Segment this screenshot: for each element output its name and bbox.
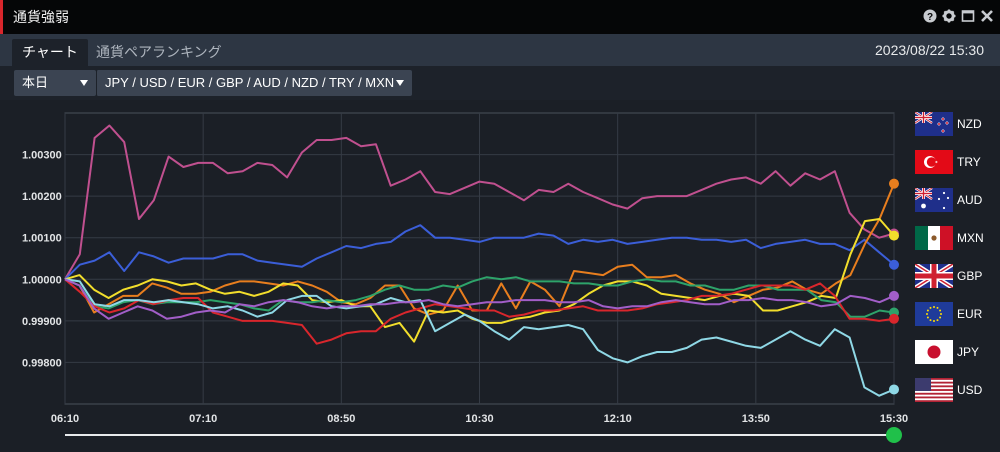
eu-flag-icon — [915, 302, 953, 326]
x-tick-label: 08:50 — [327, 413, 355, 425]
currency-select[interactable]: JPY / USD / EUR / GBP / AUD / NZD / TRY … — [96, 70, 412, 96]
currency-select-value: JPY / USD / EUR / GBP / AUD / NZD / TRY … — [105, 75, 395, 90]
chevron-down-icon — [80, 80, 88, 86]
chevron-down-icon — [396, 80, 404, 86]
legend-item-mxn: MXN — [915, 226, 984, 250]
window-title: 通貨強弱 — [13, 9, 69, 25]
legend-label-eur: EUR — [957, 307, 983, 321]
gb-flag-icon — [915, 264, 953, 288]
x-tick-label: 10:30 — [465, 413, 493, 425]
legend-label-usd: USD — [957, 383, 983, 397]
x-tick-label: 06:10 — [51, 413, 79, 425]
currency-strength-chart: 1.00300 1.00200 1.00100 1.00000 0.99900 0.998… — [22, 112, 908, 443]
legend-label-jpy: JPY — [957, 345, 980, 359]
legend-label-nzd: NZD — [957, 117, 982, 131]
gear-icon[interactable] — [942, 9, 956, 23]
legend-item-jpy: JPY — [915, 340, 979, 364]
series-line-gbp — [64, 276, 895, 318]
series-line-eur — [64, 278, 895, 345]
y-tick-label: 1.00100 — [22, 233, 62, 245]
legend-item-try: TRY — [915, 150, 981, 174]
series-end-marker-jpy — [889, 384, 899, 395]
series-line-try — [64, 124, 895, 280]
legend-label-gbp: GBP — [957, 269, 983, 283]
tab-chart[interactable]: チャート — [12, 39, 88, 66]
x-tick-label: 07:10 — [189, 413, 217, 425]
legend-label-aud: AUD — [957, 193, 983, 207]
series-line-nzd — [64, 224, 895, 281]
series-end-marker-aud — [889, 178, 899, 189]
svg-text:?: ? — [927, 12, 933, 23]
nz-flag-icon — [915, 112, 953, 136]
legend-item-gbp: GBP — [915, 264, 982, 288]
window-controls: ? — [923, 9, 994, 23]
series-end-marker-usd — [889, 290, 899, 301]
y-tick-label: 1.00000 — [22, 274, 62, 286]
close-icon[interactable] — [980, 9, 994, 23]
x-tick-label: 15:30 — [880, 413, 908, 425]
y-tick-label: 0.99800 — [22, 357, 62, 369]
period-select[interactable]: 本日 — [14, 70, 96, 96]
period-select-value: 本日 — [22, 75, 49, 90]
tab-pair-ranking[interactable]: 通貨ペアランキング — [96, 44, 222, 60]
chart-area: 1.00300 1.00200 1.00100 1.00000 0.99900 0.998… — [0, 100, 1000, 452]
x-tick-label: 13:50 — [742, 413, 770, 425]
series-end-marker-eur — [889, 313, 899, 324]
window-titlebar: 通貨強弱 ? — [0, 0, 1000, 34]
us-flag-icon — [915, 378, 953, 402]
legend-item-usd: USD — [915, 378, 982, 402]
y-tick-label: 1.00300 — [22, 150, 62, 162]
y-tick-label: 1.00200 — [22, 191, 62, 203]
au-flag-icon — [915, 188, 953, 212]
maximize-icon[interactable] — [961, 9, 975, 23]
y-tick-label: 0.99900 — [22, 316, 62, 328]
legend-item-eur: EUR — [915, 302, 982, 326]
series-end-marker-nzd — [889, 259, 899, 270]
legend-label-try: TRY — [957, 155, 981, 169]
series-line-jpy — [64, 278, 895, 397]
time-slider-handle[interactable] — [886, 427, 902, 443]
x-tick-label: 12:10 — [604, 413, 632, 425]
mx-flag-icon — [915, 226, 953, 250]
controls-bar: 本日 JPY / USD / EUR / GBP / AUD / NZD / T… — [0, 66, 1000, 100]
series-line-usd — [64, 278, 895, 320]
legend-item-nzd: NZD — [915, 112, 982, 136]
jp-flag-icon — [915, 340, 953, 364]
current-datetime: 2023/08/22 15:30 — [875, 42, 984, 58]
help-icon[interactable]: ? — [923, 9, 937, 23]
tab-bar: チャート 通貨ペアランキング — [0, 34, 1000, 66]
series-end-marker-mxn — [889, 230, 899, 241]
tr-flag-icon — [915, 150, 953, 174]
legend-label-mxn: MXN — [957, 231, 984, 245]
legend-item-aud: AUD — [915, 188, 982, 212]
